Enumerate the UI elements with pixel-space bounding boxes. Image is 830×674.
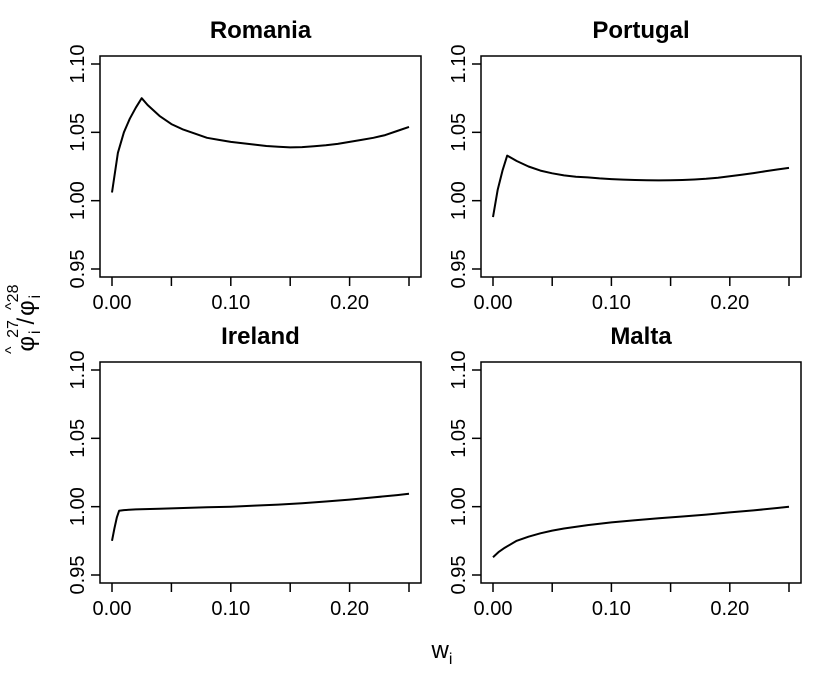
- series-line-malta-0: [492, 505, 790, 558]
- x-tick-label-romania-0: 0.00: [93, 292, 132, 314]
- y-label-bot-sup: 28: [5, 284, 22, 302]
- y-label-top-sup: 27: [5, 320, 22, 338]
- y-label-bot-base: φ: [13, 300, 40, 316]
- plot-frame-malta: [480, 361, 802, 584]
- y-tick-label-romania-3: 1.10: [67, 45, 89, 84]
- y-tick-label-malta-1: 1.00: [448, 487, 470, 526]
- x-tick-label-ireland-0: 0.00: [93, 598, 132, 620]
- panel-title-romania: Romania: [210, 17, 312, 44]
- y-tick-label-romania-2: 1.05: [67, 113, 89, 152]
- x-tick-label-portugal-2: 0.10: [592, 292, 631, 314]
- plot-frame-portugal: [480, 55, 802, 278]
- x-tick-label-ireland-2: 0.10: [211, 598, 250, 620]
- y-label-bot-hat: ^: [3, 302, 20, 310]
- series-line-ireland-0: [111, 492, 410, 541]
- plot-frame-ireland: [99, 361, 422, 584]
- panel-title-portugal: Portugal: [592, 17, 689, 44]
- x-tick-label-ireland-4: 0.20: [330, 598, 369, 620]
- panel-romania: Romania 0.00 0.10 0.20 0.95 1.00 1.05 1.10: [67, 17, 422, 314]
- y-label-top-sub: i: [27, 331, 44, 335]
- x-tick-label-romania-4: 0.20: [330, 292, 369, 314]
- y-label-bot-sub: i: [27, 295, 44, 299]
- y-label-sep: /: [13, 318, 40, 325]
- y-tick-label-portugal-0: 0.95: [448, 250, 470, 289]
- x-tick-label-malta-0: 0.00: [474, 598, 513, 620]
- y-label-top-hat: ^: [3, 346, 20, 354]
- x-axis-label-main: w: [431, 637, 450, 664]
- panel-portugal: Portugal 0.00 0.10 0.20 0.95 1.00 1.05 1.10: [448, 17, 802, 314]
- y-tick-label-malta-2: 1.05: [448, 419, 470, 458]
- y-axis-label: φ27 i/φ28 i ^ ^: [3, 284, 44, 354]
- y-tick-label-malta-3: 1.10: [448, 351, 470, 390]
- y-label-top-base: φ: [13, 336, 40, 352]
- x-axis-label-sub: i: [449, 651, 453, 668]
- panel-ireland: Ireland 0.00 0.10 0.20 0.95 1.00 1.05 1.10: [67, 323, 422, 620]
- x-tick-label-romania-2: 0.10: [211, 292, 250, 314]
- plot-frame-romania: [99, 55, 422, 278]
- x-tick-label-malta-2: 0.10: [592, 598, 631, 620]
- series-line-romania-0: [111, 97, 410, 193]
- y-tick-label-ireland-1: 1.00: [67, 487, 89, 526]
- x-axis-label: wi: [431, 637, 453, 668]
- y-tick-label-portugal-1: 1.00: [448, 181, 470, 220]
- panel-title-ireland: Ireland: [221, 323, 300, 350]
- y-tick-label-romania-0: 0.95: [67, 250, 89, 289]
- y-tick-label-portugal-3: 1.10: [448, 45, 470, 84]
- x-tick-label-portugal-4: 0.20: [710, 292, 749, 314]
- y-axis-label-text: φ27 i/φ28 i: [5, 284, 44, 351]
- y-tick-label-romania-1: 1.00: [67, 181, 89, 220]
- panel-title-malta: Malta: [610, 323, 672, 350]
- series-line-portugal-0: [492, 154, 790, 218]
- y-tick-label-ireland-0: 0.95: [67, 556, 89, 595]
- panel-malta: Malta 0.00 0.10 0.20 0.95 1.00 1.05 1.10: [448, 323, 802, 620]
- y-tick-label-ireland-3: 1.10: [67, 351, 89, 390]
- x-tick-label-malta-4: 0.20: [710, 598, 749, 620]
- y-tick-label-ireland-2: 1.05: [67, 419, 89, 458]
- x-tick-label-portugal-0: 0.00: [474, 292, 513, 314]
- y-tick-label-portugal-2: 1.05: [448, 113, 470, 152]
- y-tick-label-malta-0: 0.95: [448, 556, 470, 595]
